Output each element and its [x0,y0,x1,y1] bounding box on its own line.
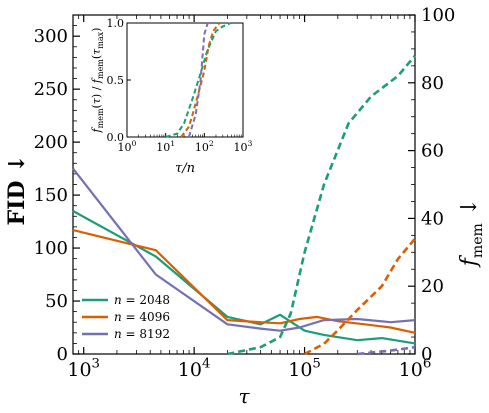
left-axis-title: FID ↓ [4,154,30,225]
right-axis-title: fmem ↓ [457,198,486,268]
legend-label: n = 4096 [114,310,170,324]
inset-line-1 [180,22,221,138]
left-y-tick-label: 50 [45,291,68,312]
fid-line-4096 [72,229,416,334]
svg-text:fmem ↓: fmem ↓ [457,198,486,268]
x-tick-label: 104 [178,356,211,381]
legend: n = 2048 n = 4096 n = 8192 [82,293,170,341]
main-tick-labels: 103 104 105 1060501001502002503000204060801… [34,5,456,381]
fmem-line-8192 [357,345,416,356]
fmem-line-4096 [303,237,416,356]
inset-y-tick-label: 0.5 [107,74,125,87]
inset-y-tick-label: 1.0 [107,17,125,30]
inset-x-tick-label: 103 [234,139,253,154]
right-y-tick-label: 80 [421,73,444,94]
main-ticks [72,14,416,355]
legend-label: n = 2048 [114,293,170,307]
inset-x-tick-label: 100 [118,139,137,154]
left-y-tick-label: 200 [34,132,68,153]
left-y-tick-label: 150 [34,185,68,206]
right-y-tick-label: 40 [421,208,444,229]
main-chart: 103 104 105 1060501001502002503000204060801… [4,5,486,408]
right-y-tick-label: 0 [421,344,432,365]
main-series-lines [72,54,416,356]
inset-chart: 100 101 102 103 0.0 0.5 1.0 τ/n fmem(τ) / fmem… [90,17,253,176]
right-y-tick-label: 20 [421,276,444,297]
x-tick-label: 103 [67,356,100,381]
inset-y-tick-label: 0.0 [107,131,125,144]
x-tick-label: 106 [399,356,432,381]
fid-line-2048 [72,210,416,345]
fmem-line-2048 [227,54,416,356]
legend-label: n = 8192 [114,327,170,341]
left-y-tick-label: 0 [57,344,68,365]
fid-line-8192 [72,167,416,332]
inset-x-axis-title: τ/n [175,161,195,176]
inset-line-0 [165,22,232,138]
left-y-tick-label: 300 [34,26,68,47]
inset-series-lines [165,22,232,138]
inset-y-axis-title: fmem(τ) / fmem(τmax) [90,28,105,134]
inset-background [126,22,244,138]
inset-x-tick-label: 102 [195,139,214,154]
left-y-tick-label: 250 [34,79,68,100]
x-axis-title: τ [238,384,250,408]
x-tick-label: 105 [288,356,321,381]
inset-tick-labels: 100 101 102 103 0.0 0.5 1.0 [107,17,253,154]
right-y-tick-label: 100 [421,5,455,26]
right-y-tick-label: 60 [421,141,444,162]
svg-text:fmem(τ) / fmem(τmax): fmem(τ) / fmem(τmax) [90,28,105,134]
left-y-tick-label: 100 [34,238,68,259]
inset-x-tick-label: 101 [156,139,175,154]
inset-line-2 [187,22,209,138]
